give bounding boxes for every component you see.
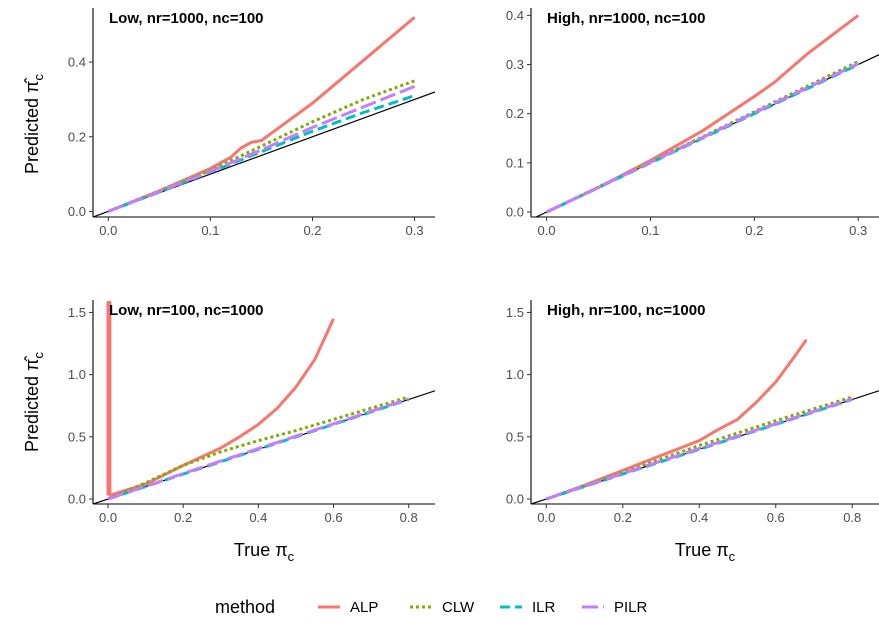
plot-area [534,14,879,217]
y-tick-label: 0.0 [506,205,524,220]
legend: method ALP CLW ILR PILR [215,597,648,617]
x-tick-label: 0.2 [745,223,763,238]
plot-area [93,301,435,504]
legend-label-ilr: ILR [532,599,556,616]
series-line-alp [107,16,416,213]
series-line-alp [545,338,808,501]
series-line-pilr [107,397,410,501]
y-axis-title: Predicted π̂c [22,74,46,174]
series-line-pilr [545,397,853,501]
x-tick-label: 0.1 [201,223,219,238]
x-tick-label: 0.1 [641,223,659,238]
legend-label-clw: CLW [442,599,475,616]
axis-titles: Predicted π̂c Predicted π̂c True πc True πc [22,74,736,564]
panel-title: Low, nr=100, nc=1000 [109,302,264,319]
y-tick-label: 0.2 [68,129,86,144]
x-tick-label: 0.8 [400,510,418,525]
x-tick-label: 0.6 [767,510,785,525]
y-tick-label: 1.0 [506,367,524,382]
panel-title: Low, nr=1000, nc=100 [109,10,264,27]
panel-title: High, nr=1000, nc=100 [547,10,705,27]
x-tick-label: 0.8 [843,510,861,525]
series-line-pilr [107,85,416,213]
y-tick-label: 0.1 [506,155,524,170]
y-tick-label: 0.0 [506,492,524,507]
plot-area [93,16,435,217]
y-tick-label: 1.5 [68,305,86,320]
y-tick-label: 0.3 [506,57,524,72]
chart-panel: 0.0 0.2 0.4 0.6 0.8 0.0 0.5 1.0 1.5 Low, nr=100, … [68,300,435,525]
y-tick-label: 0.5 [506,429,524,444]
x-tick-label: 0.6 [324,510,342,525]
legend-label-alp: ALP [350,599,378,616]
x-tick-label: 0.0 [99,223,117,238]
y-tick-label: 0.4 [506,8,524,23]
series-line-alp [545,14,860,214]
y-tick-label: 0.2 [506,106,524,121]
y-tick-label: 0.0 [68,204,86,219]
y-tick-label: 1.5 [506,305,524,320]
x-tick-label: 0.2 [303,223,321,238]
x-tick-label: 0.2 [614,510,632,525]
x-tick-label: 0.0 [537,510,555,525]
panel-title: High, nr=100, nc=1000 [547,302,705,319]
y-tick-label: 1.0 [68,367,86,382]
chart-panel: 0.0 0.1 0.2 0.3 0.0 0.1 0.2 0.3 0.4 High, nr=1000… [506,8,879,238]
series-line-pilr [545,62,859,214]
series-line-alp [106,301,335,497]
chart-panel: 0.0 0.1 0.2 0.3 0.0 0.2 0.4 Low, nr=1000, nc=10… [68,8,435,238]
x-tick-label: 0.4 [690,510,708,525]
x-axis-title: True πc [675,540,736,564]
y-axis-title: Predicted π̂c [22,352,46,452]
x-tick-label: 0.0 [99,510,117,525]
y-tick-label: 0.0 [68,492,86,507]
legend-label-pilr: PILR [614,599,648,616]
x-tick-label: 0.4 [249,510,267,525]
chart-panels: 0.0 0.1 0.2 0.3 0.0 0.2 0.4 Low, nr=1000, nc=10… [68,8,879,525]
x-axis-title: True πc [234,540,295,564]
y-tick-label: 0.5 [68,429,86,444]
x-tick-label: 0.3 [406,223,424,238]
legend-title: method [215,597,275,617]
series-line-clw [107,395,410,501]
chart-panel: 0.0 0.2 0.4 0.6 0.8 0.0 0.5 1.0 1.5 High, nr=100,… [506,300,879,525]
x-tick-label: 0.0 [538,223,556,238]
y-tick-label: 0.4 [68,55,86,70]
series-line-clw [107,79,416,213]
plot-area [531,338,879,504]
x-tick-label: 0.2 [174,510,192,525]
x-tick-label: 0.3 [849,223,867,238]
